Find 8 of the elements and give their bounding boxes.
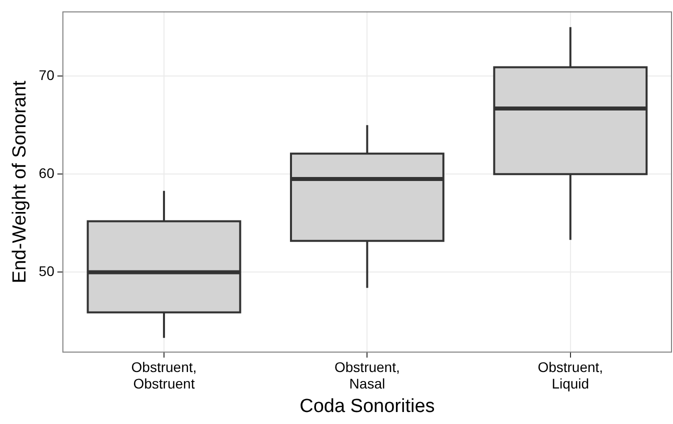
x-tick-label: Obstruent, Nasal	[334, 358, 400, 392]
y-axis-title: End-Weight of Sonorant	[10, 80, 31, 284]
x-tick-label: Obstruent, Obstruent	[131, 358, 197, 392]
x-tick-label: Obstruent, Liquid	[538, 358, 604, 392]
x-axis-title: Coda Sonorities	[300, 396, 435, 417]
y-tick-label: 60	[38, 165, 55, 182]
y-tick-label: 50	[38, 263, 55, 280]
y-tick-label: 70	[38, 66, 55, 83]
